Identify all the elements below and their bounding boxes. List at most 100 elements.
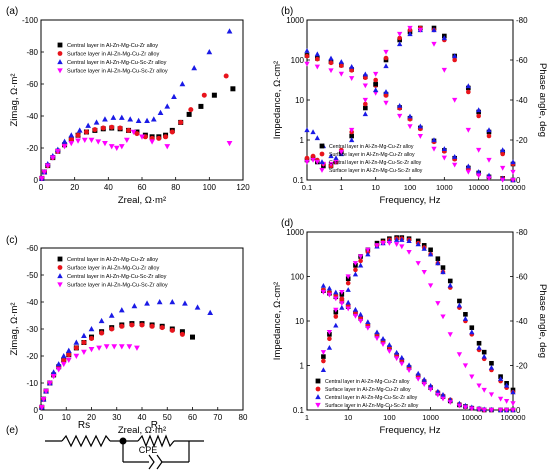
data-point [333,314,339,319]
data-point [465,83,471,89]
panel-tag: (e) [6,425,18,436]
panel-c: (c) 0 10 20 30 40 50 60 70 80 0 -10 -20 -30 -40 -50 -60 Z… [6,235,248,436]
data-point [68,132,75,138]
data-point [131,303,138,309]
data-point [139,134,145,140]
data-point [88,347,95,353]
data-point [488,392,495,398]
data-point [339,290,345,295]
data-point [163,134,169,140]
series-4 [38,129,233,182]
y2-tick-label: -60 [516,56,528,65]
data-point [417,27,423,33]
y-tick-label: 10 [295,96,304,105]
y-tick-label: -40 [26,112,38,121]
data-point [452,97,458,103]
data-point [326,292,333,298]
data-point [510,159,516,165]
data-point [182,300,188,306]
data-point [85,122,92,128]
data-point [345,280,351,286]
data-point [362,97,368,103]
data-point [144,300,150,306]
y2-axis-label: Phase angle, deg [537,63,548,137]
y-tick-label: 0.1 [293,176,305,185]
data-point [169,299,176,305]
data-point [102,140,108,147]
y-tick-label: 1 [300,362,305,371]
data-point [345,306,351,312]
data-point [427,283,434,289]
data-point [352,306,359,312]
x-tick-label: 100000 [500,183,525,192]
data-point [447,332,453,338]
legend-label: Surface layer in Al-Zn-Mg-Cu-Sc-Zr alloy [329,168,423,174]
data-point [465,169,471,175]
data-point [394,349,400,355]
data-point [357,254,364,260]
data-point [83,129,89,135]
data-point [435,301,441,306]
label-r1: R₁ [151,420,162,431]
data-point [119,323,125,329]
data-point [383,93,389,98]
data-point [68,136,74,142]
data-point [421,382,427,387]
data-point [488,364,495,370]
data-point [110,114,117,120]
data-point [349,76,355,81]
data-point [476,340,482,346]
data-point [60,361,67,368]
data-point [466,89,471,95]
data-point [118,144,125,150]
data-point [362,71,368,77]
legend-marker [315,378,321,384]
data-point [191,65,198,71]
data-point [373,90,379,96]
data-point [61,357,67,363]
data-point [476,344,482,350]
data-point [435,392,441,398]
data-point [349,137,355,143]
legend-label: Central layer in Al-Zn-Mg-Cu-Sc-Zr alloy [67,274,167,280]
data-point [156,135,162,141]
data-point [230,86,236,92]
data-point [113,145,120,151]
data-point [407,25,413,31]
data-point [362,111,368,117]
legend-marker [57,42,63,48]
y-tick-label: -10 [26,379,38,388]
data-point [108,312,115,318]
legend-marker [319,151,325,157]
data-point [510,407,516,413]
data-point [73,353,80,359]
data-point [440,314,446,320]
data-point [178,119,184,125]
x-tick-label: 30 [112,413,121,422]
data-point [338,71,344,77]
data-point [380,335,386,341]
label-cpe: CPE [139,445,158,455]
data-point [118,307,125,313]
phase-series-1 [321,235,516,393]
data-point [406,249,412,255]
data-point [481,407,487,413]
data-point [314,51,320,57]
data-point [68,140,75,147]
data-point [75,138,81,144]
legend-marker [315,394,321,400]
data-point [75,132,81,138]
data-point [211,92,217,98]
data-point [321,358,326,364]
panel-tag: (a) [6,6,18,17]
data-point [226,28,233,34]
data-point [117,125,123,131]
x-tick-label: 40 [104,183,113,192]
data-point [373,71,379,77]
y2-axis-label: Phase angle, deg [537,284,548,358]
legend-label: Surface layer in Al-Zn-Mg-Cu-Sc-Zr alloy [67,69,168,75]
x-tick-label: 50 [163,413,172,422]
y-tick-label: -20 [26,352,38,361]
x-tick-label: 20 [70,183,79,192]
data-point [503,407,510,413]
